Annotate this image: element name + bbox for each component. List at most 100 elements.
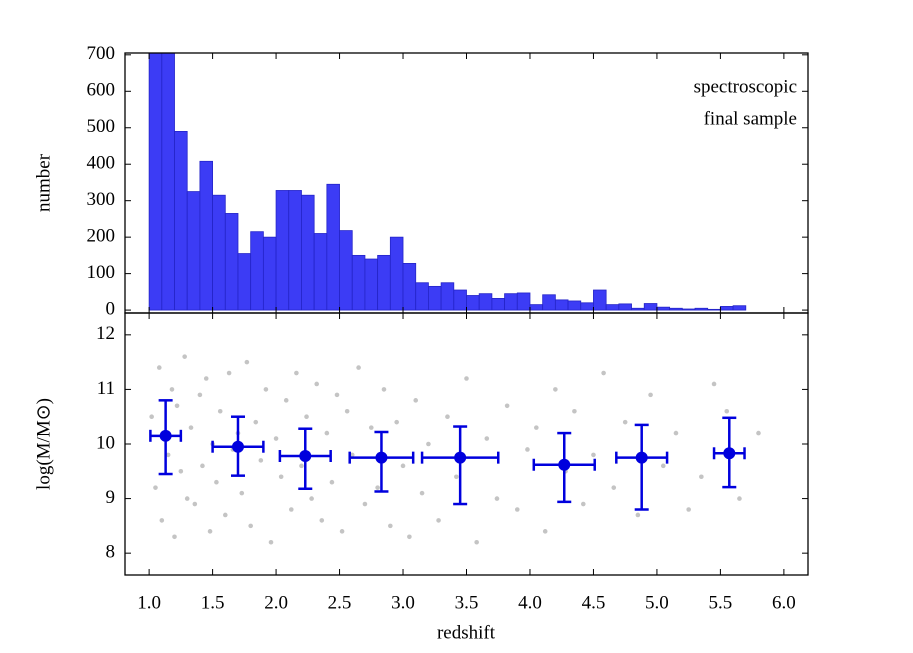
annotation: final sample: [704, 108, 797, 129]
x-tick-label: 3.0: [391, 592, 415, 613]
scatter-point: [278, 474, 284, 480]
scatter-point: [394, 419, 399, 425]
y-tick-label: 200: [87, 226, 116, 247]
scatter-point: [248, 523, 253, 529]
scatter-point: [329, 479, 335, 485]
bar: [516, 292, 531, 311]
scatter-point: [244, 359, 250, 365]
scatter-point: [686, 507, 691, 512]
scatter-point: [334, 392, 340, 398]
scatter-point: [426, 441, 431, 447]
bar: [618, 303, 632, 311]
scatter-point: [648, 392, 653, 398]
bar: [148, 53, 163, 311]
x-tick-label: 3.5: [455, 592, 479, 613]
scatter-point: [182, 354, 187, 359]
scatter-point: [299, 463, 304, 469]
x-tick-label: 2.0: [264, 592, 288, 613]
scatter-point: [239, 490, 245, 496]
bar: [554, 299, 569, 311]
error-point: [635, 451, 648, 464]
x-tick-label: 1.0: [137, 592, 161, 613]
error-point: [454, 451, 467, 464]
bar: [593, 289, 607, 311]
bar: [186, 191, 201, 311]
y-tick-label: 9: [106, 487, 116, 508]
bar: [313, 233, 328, 311]
scatter-point: [324, 430, 330, 436]
scatter-point: [419, 490, 425, 496]
scatter-point: [165, 452, 171, 458]
y-tick-label: 10: [96, 432, 115, 453]
bar: [720, 306, 734, 311]
bar: [339, 230, 353, 311]
scatter-area: [149, 354, 761, 545]
scatter-point: [344, 408, 350, 414]
bar: [389, 236, 404, 311]
scatter-point: [149, 414, 154, 420]
scatter-point: [611, 485, 617, 490]
scatter-point: [349, 452, 355, 458]
scatter-point: [178, 468, 184, 474]
bar: [580, 302, 594, 311]
scatter-point: [407, 534, 412, 540]
bar: [707, 308, 721, 311]
error-point: [299, 450, 312, 463]
scatter-point: [268, 539, 274, 545]
bar: [694, 307, 709, 311]
bar: [681, 308, 696, 311]
scatter-point: [217, 408, 223, 414]
x-tick-label: 2.5: [328, 592, 352, 613]
scatter-point: [169, 387, 175, 392]
y-tick-label: 0: [106, 298, 116, 319]
bar: [326, 183, 340, 311]
y-tick-label: 400: [87, 153, 116, 174]
y-tick-label: 600: [87, 80, 116, 101]
bar: [491, 298, 505, 311]
bar: [504, 293, 518, 311]
scatter-point: [572, 408, 577, 414]
bar: [212, 194, 226, 311]
scatter-point: [514, 507, 520, 512]
scatter-point: [188, 425, 194, 430]
bar: [224, 213, 239, 311]
x-tick-label: 6.0: [772, 592, 796, 613]
x-tick-label: 5.5: [709, 592, 733, 613]
scatter-point: [192, 501, 198, 507]
bar: [415, 282, 429, 311]
error-point: [723, 447, 736, 460]
scatter-point: [200, 463, 205, 469]
scatter-point: [464, 376, 469, 381]
x-tick-label: 5.0: [645, 592, 669, 613]
scatter-point: [263, 387, 269, 392]
y-tick-label: 700: [87, 43, 116, 64]
scatter-point: [362, 501, 368, 507]
bar: [288, 190, 302, 311]
scatter-point: [445, 414, 450, 420]
scatter-point: [309, 496, 314, 501]
y-tick-label: 500: [87, 116, 116, 137]
bar: [656, 306, 671, 311]
x-tick-label: 1.5: [201, 592, 225, 613]
bar: [174, 131, 188, 311]
y-tick-label: 12: [96, 323, 115, 344]
scatter-point: [436, 518, 441, 523]
plot-frame: [124, 312, 809, 576]
scatter-point: [156, 365, 162, 370]
bar: [377, 254, 391, 311]
scatter-point: [474, 539, 479, 545]
bar: [529, 304, 544, 311]
bar: [631, 307, 645, 311]
bar: [237, 253, 252, 311]
scatter-point: [724, 408, 730, 414]
scatter-point: [319, 518, 325, 523]
scatter-point: [197, 392, 203, 398]
bar: [453, 289, 467, 311]
scatter-point: [375, 485, 380, 490]
scatter-point: [304, 414, 309, 420]
scatter-point: [454, 474, 459, 480]
scatter-point: [283, 398, 289, 403]
scatter-point: [203, 376, 209, 381]
bar: [605, 304, 620, 311]
error-point: [375, 451, 388, 464]
